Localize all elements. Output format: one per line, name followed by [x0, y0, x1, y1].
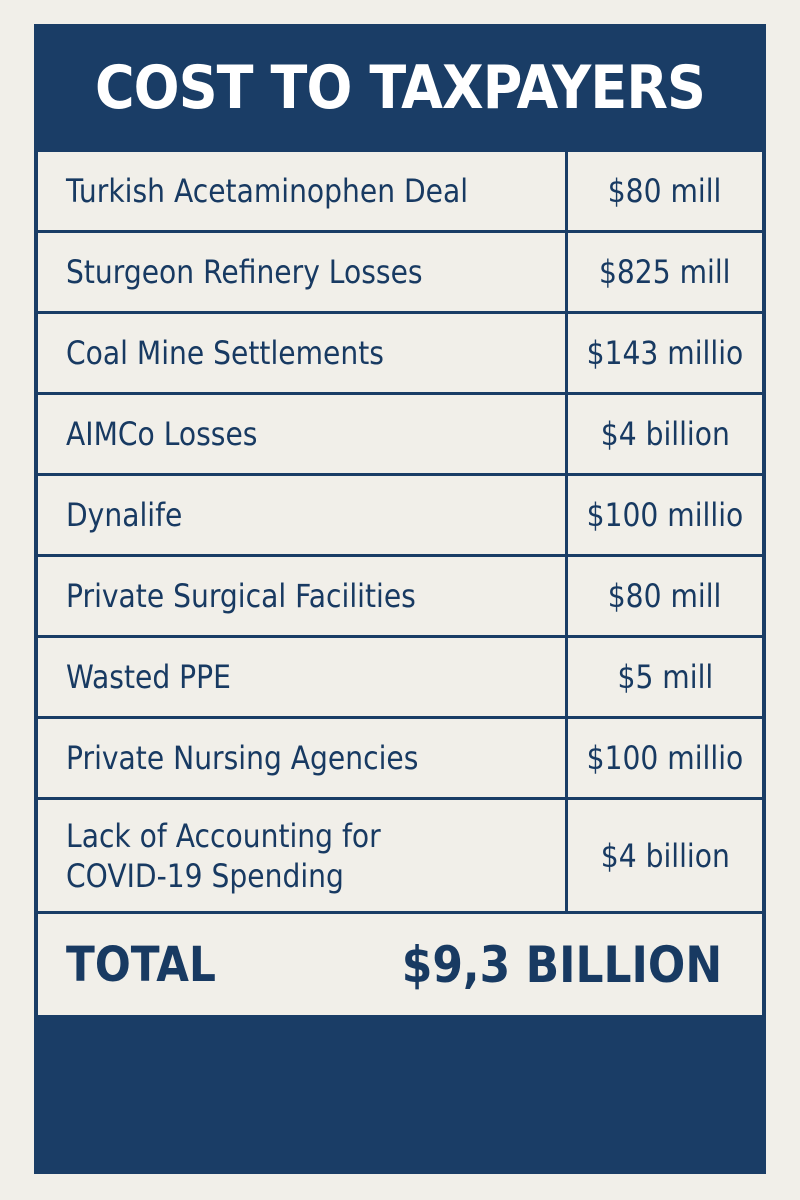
table-row: Private Nursing Agencies $100 millio: [38, 716, 762, 797]
table-row: AIMCo Losses $4 billion: [38, 392, 762, 473]
item-amount: $100 millio: [586, 496, 744, 534]
table-row: Sturgeon Refinery Losses $825 mill: [38, 230, 762, 311]
cost-table: Turkish Acetaminophen Deal $80 mill Stur…: [38, 152, 762, 1015]
table-row: Lack of Accounting for COVID-19 Spending…: [38, 797, 762, 911]
table-row: Coal Mine Settlements $143 millio: [38, 311, 762, 392]
table-row: Turkish Acetaminophen Deal $80 mill: [38, 152, 762, 230]
cost-card: COST TO TAXPAYERS Turkish Acetaminophen …: [34, 24, 766, 1174]
table-row: Private Surgical Facilities $80 mill: [38, 554, 762, 635]
item-amount: $825 mill: [599, 253, 731, 291]
item-amount: $80 mill: [608, 172, 722, 210]
item-amount: $143 millio: [586, 334, 744, 372]
total-row: TOTAL $9,3 BILLION: [38, 911, 762, 1015]
page-title: COST TO TAXPAYERS: [94, 53, 706, 123]
item-name: Lack of Accounting for COVID-19 Spending: [38, 800, 568, 911]
item-name: Turkish Acetaminophen Deal: [38, 152, 568, 230]
total-value: $9,3 BILLION: [401, 935, 722, 994]
table-row: Dynalife $100 millio: [38, 473, 762, 554]
item-name: Dynalife: [38, 476, 568, 554]
item-name: Private Nursing Agencies: [38, 719, 568, 797]
total-label: TOTAL: [66, 936, 216, 993]
item-name: Coal Mine Settlements: [38, 314, 568, 392]
item-name: Wasted PPE: [38, 638, 568, 716]
item-amount: $4 billion: [600, 415, 730, 453]
item-amount: $5 mill: [617, 658, 713, 696]
item-name: AIMCo Losses: [38, 395, 568, 473]
item-amount: $4 billion: [600, 836, 730, 875]
item-name: Private Surgical Facilities: [38, 557, 568, 635]
item-amount: $100 millio: [586, 739, 744, 777]
item-name: Sturgeon Refinery Losses: [38, 233, 568, 311]
item-amount: $80 mill: [608, 577, 722, 615]
table-row: Wasted PPE $5 mill: [38, 635, 762, 716]
